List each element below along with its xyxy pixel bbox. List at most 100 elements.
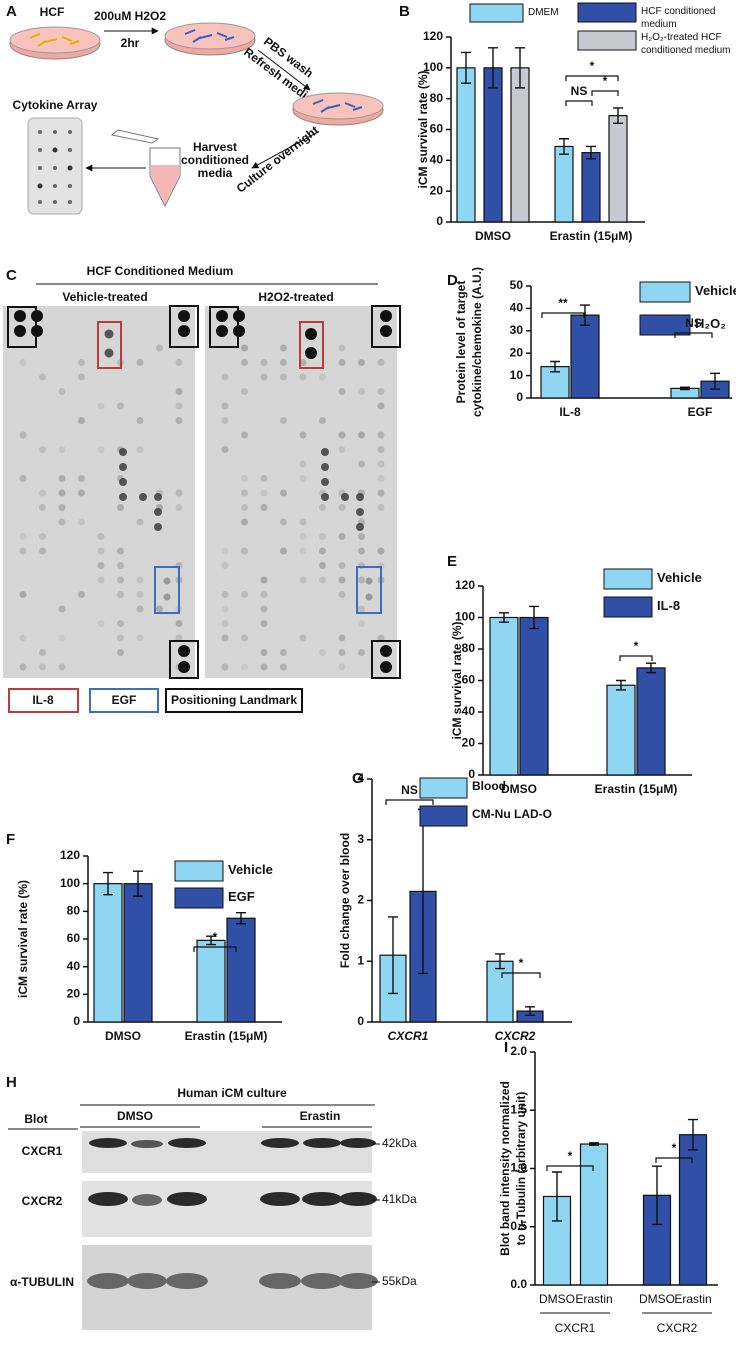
- bar: [570, 314, 600, 399]
- spot: [341, 493, 349, 501]
- y-tick-label: 2.0: [510, 1044, 527, 1058]
- spot: [119, 493, 127, 501]
- western-blot: Human iCM culture Blot DMSO Erastin CXCR…: [8, 1086, 417, 1330]
- legend-item: H₂O₂-treated HCF conditioned medium: [641, 32, 731, 56]
- spot: [78, 359, 85, 366]
- spot: [380, 310, 392, 322]
- spot: [280, 663, 287, 671]
- chart: 0.0 0.5 1.0 1.5 2.0 Blot band intensity norma…: [498, 1044, 718, 1335]
- spot: [39, 489, 46, 497]
- spot: [104, 348, 114, 358]
- spot: [58, 475, 66, 482]
- spot: [117, 576, 124, 584]
- spot: [58, 489, 66, 497]
- y-tick-label: 100: [423, 60, 443, 74]
- spot: [260, 649, 268, 656]
- spot: [136, 576, 144, 584]
- title: Human iCM culture: [177, 1086, 287, 1100]
- y-tick-label: 1.5: [510, 1102, 527, 1116]
- y-tick-label: 20: [462, 736, 476, 750]
- spot: [280, 518, 287, 526]
- y-tick-label: 0: [516, 390, 523, 404]
- spot: [260, 359, 268, 366]
- legend-label: Positioning Landmark: [171, 693, 297, 707]
- y-axis-label: to α-Tubulin (arbitrary unit): [514, 1092, 528, 1246]
- spot: [58, 388, 66, 395]
- spot: [221, 591, 229, 598]
- spot: [117, 649, 124, 656]
- target: α-TUBULIN: [10, 1275, 74, 1289]
- spot: [154, 523, 162, 531]
- spot: [39, 533, 46, 540]
- condition: Vehicle-treated: [62, 290, 147, 304]
- y-tick-label: 0.0: [510, 1277, 527, 1291]
- bar: [196, 939, 226, 1023]
- spot: [19, 359, 27, 366]
- spot: [117, 402, 124, 410]
- bar: [581, 152, 601, 223]
- y-tick-label: 20: [430, 183, 444, 197]
- spot: [338, 591, 346, 598]
- bar: [123, 883, 153, 1023]
- panel-label: D: [447, 272, 458, 289]
- significance-bracket: [193, 946, 237, 952]
- legend-label: Vehicle: [695, 283, 736, 298]
- legend-box: [8, 688, 79, 713]
- y-tick-label: 40: [67, 959, 81, 973]
- legend-item: HCF conditioned medium: [641, 6, 715, 30]
- spot: [19, 475, 27, 482]
- spot: [175, 504, 183, 511]
- spot: [119, 478, 127, 486]
- spot: [365, 577, 373, 585]
- spot: [78, 417, 85, 424]
- y-axis-label: Blot band intensity normalized: [498, 1081, 512, 1256]
- egf-box: [356, 566, 382, 614]
- y-tick-label: 0: [436, 214, 443, 228]
- y-tick-label: 80: [430, 91, 444, 105]
- bar: [489, 616, 519, 776]
- spot: [241, 344, 248, 352]
- error-bar: [133, 870, 143, 897]
- error-bar: [488, 47, 498, 89]
- y-tick-label: 0.5: [510, 1219, 527, 1233]
- spot: [377, 634, 385, 642]
- spot: [260, 620, 268, 627]
- spot: [338, 533, 346, 540]
- spot: [358, 649, 365, 656]
- spot: [380, 661, 392, 673]
- array-images: [3, 305, 401, 679]
- spot: [58, 518, 66, 526]
- spot: [117, 562, 124, 569]
- legend-swatch: [577, 2, 637, 23]
- spot: [280, 489, 287, 497]
- spot: [358, 547, 365, 555]
- spot: [136, 417, 144, 424]
- legend-item: H₂O₂: [695, 317, 726, 330]
- legend-label: IL-8: [657, 598, 681, 613]
- spot: [260, 373, 268, 381]
- spot: [280, 373, 287, 381]
- spot: [358, 576, 365, 584]
- panel-label: I: [504, 1039, 508, 1056]
- spot: [299, 431, 307, 439]
- x-tick-label: DMSO: [639, 1292, 675, 1306]
- spot: [338, 446, 346, 453]
- legend-box: [165, 688, 303, 713]
- spot: [280, 417, 287, 424]
- error-bar: [559, 138, 569, 155]
- spot: [319, 649, 326, 656]
- y-axis-label: iCM survival rate (%): [416, 70, 430, 188]
- error-bar: [525, 1006, 535, 1017]
- spot: [338, 634, 346, 642]
- label: HCF: [40, 5, 65, 19]
- legend-swatch: [419, 805, 468, 827]
- spot: [136, 605, 144, 613]
- significance-bracket: [674, 332, 713, 338]
- spot: [39, 649, 46, 656]
- spot: [39, 446, 46, 453]
- spot: [321, 448, 329, 456]
- spot: [221, 547, 229, 555]
- spot: [156, 344, 163, 352]
- spot: [299, 634, 307, 642]
